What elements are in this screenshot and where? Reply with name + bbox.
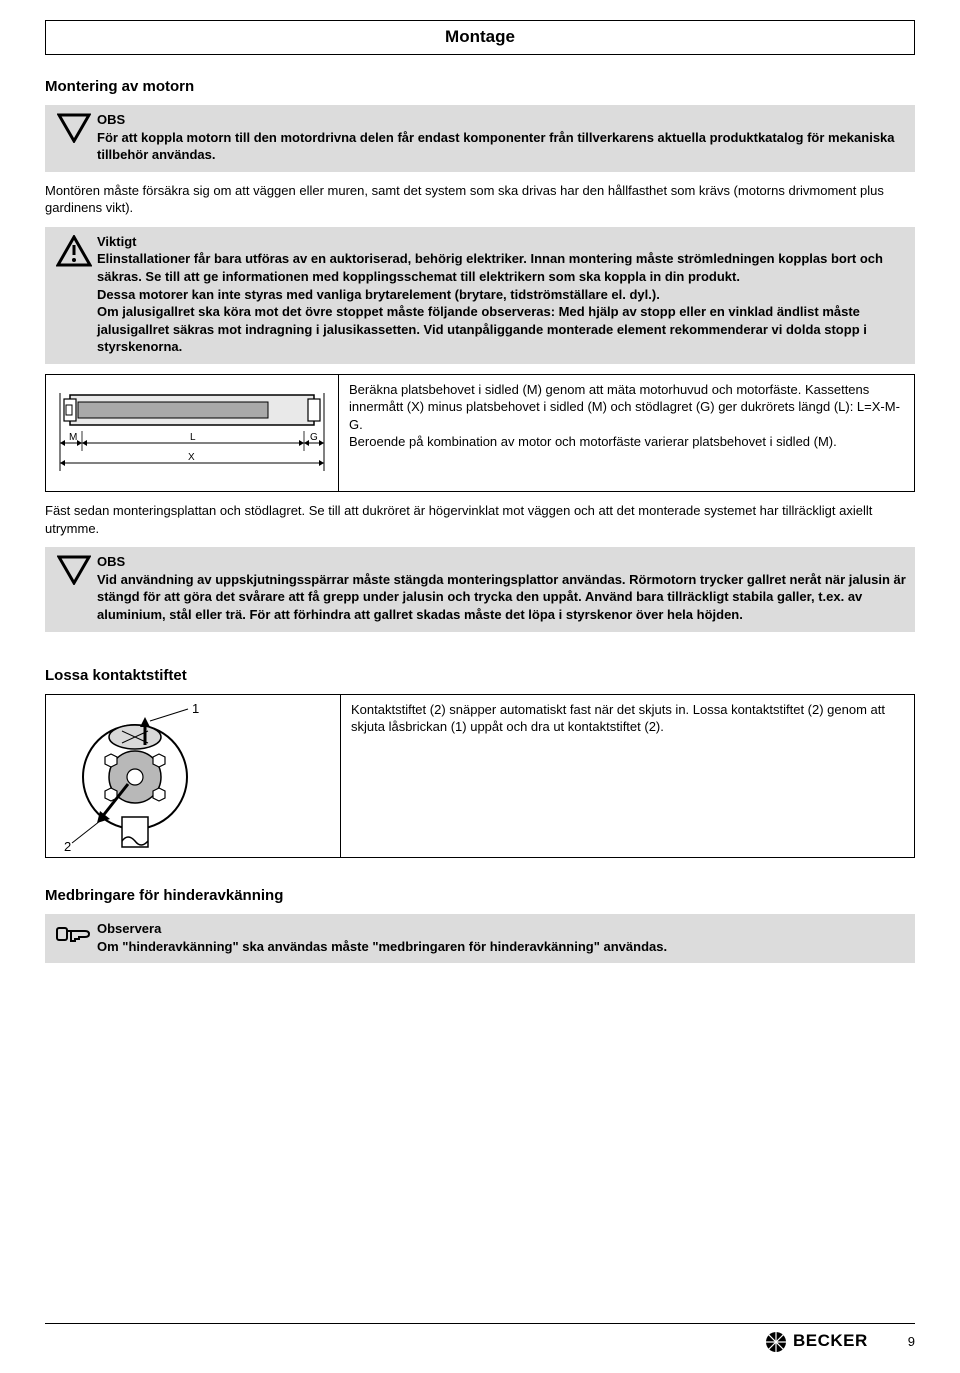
note-body: Vid användning av uppskjutningsspärrar m…: [97, 572, 906, 622]
label-2: 2: [64, 839, 71, 853]
section-heading-medbringare: Medbringare för hinderavkänning: [45, 886, 915, 906]
diagram-description: Beräkna platsbehovet i sidled (M) genom …: [349, 382, 900, 450]
page-title: Montage: [46, 26, 914, 49]
motor-diagram-cell: M L G X: [46, 375, 339, 492]
body-paragraph: Fäst sedan monteringsplattan och stödlag…: [45, 502, 915, 537]
note-heading: OBS: [97, 553, 907, 571]
motor-diagram-svg: M L G X: [52, 381, 332, 481]
note-text: OBS Vid användning av uppskjutningsspärr…: [97, 553, 907, 623]
motor-diagram-row: M L G X Beräkna platsbehovet i sidled (M…: [45, 374, 915, 493]
note-heading: Viktigt: [97, 233, 907, 251]
note-box-obs-1: OBS För att koppla motorn till den motor…: [45, 105, 915, 172]
note-body: Om "hinderavkänning" ska användas måste …: [97, 939, 667, 954]
caution-triangle-icon: [51, 111, 97, 143]
brand-name: BECKER: [793, 1330, 868, 1353]
note-body: Elinstallationer får bara utföras av en …: [97, 251, 883, 354]
footer-brand: BECKER: [765, 1330, 868, 1353]
contact-pin-diagram-svg: 1 2: [50, 699, 335, 853]
label-M: M: [69, 432, 77, 443]
page-number: 9: [908, 1333, 915, 1351]
contact-description: Kontaktstiftet (2) snäpper automatiskt f…: [351, 702, 885, 735]
page-title-box: Montage: [45, 20, 915, 55]
note-text: Observera Om "hinderavkänning" ska använ…: [97, 920, 907, 955]
note-text: OBS För att koppla motorn till den motor…: [97, 111, 907, 164]
note-box-viktigt: Viktigt Elinstallationer får bara utföra…: [45, 227, 915, 364]
note-text: Viktigt Elinstallationer får bara utföra…: [97, 233, 907, 356]
label-L: L: [190, 432, 196, 443]
note-body: För att koppla motorn till den motordriv…: [97, 130, 895, 163]
becker-logo-icon: [765, 1331, 787, 1353]
label-X: X: [188, 452, 195, 463]
section-heading-mounting: Montering av motorn: [45, 77, 915, 97]
page-footer: BECKER 9: [45, 1323, 915, 1353]
contact-diagram-text: Kontaktstiftet (2) snäpper automatiskt f…: [341, 695, 914, 857]
motor-diagram-text: Beräkna platsbehovet i sidled (M) genom …: [339, 375, 914, 492]
label-1: 1: [192, 701, 199, 716]
body-paragraph: Montören måste försäkra sig om att vägge…: [45, 182, 915, 217]
label-G: G: [310, 432, 318, 443]
contact-diagram-cell: 1 2: [46, 695, 341, 857]
note-box-obs-2: OBS Vid användning av uppskjutningsspärr…: [45, 547, 915, 631]
warning-triangle-icon: [51, 233, 97, 267]
hand-pointing-icon: [51, 920, 97, 946]
note-heading: OBS: [97, 111, 907, 129]
note-box-observera: Observera Om "hinderavkänning" ska använ…: [45, 914, 915, 963]
contact-diagram-row: 1 2 Kontaktstiftet (2) snäpper automatis…: [45, 694, 915, 858]
section-heading-contact-pin: Lossa kontaktstiftet: [45, 666, 915, 686]
caution-triangle-icon: [51, 553, 97, 585]
note-heading: Observera: [97, 920, 907, 938]
